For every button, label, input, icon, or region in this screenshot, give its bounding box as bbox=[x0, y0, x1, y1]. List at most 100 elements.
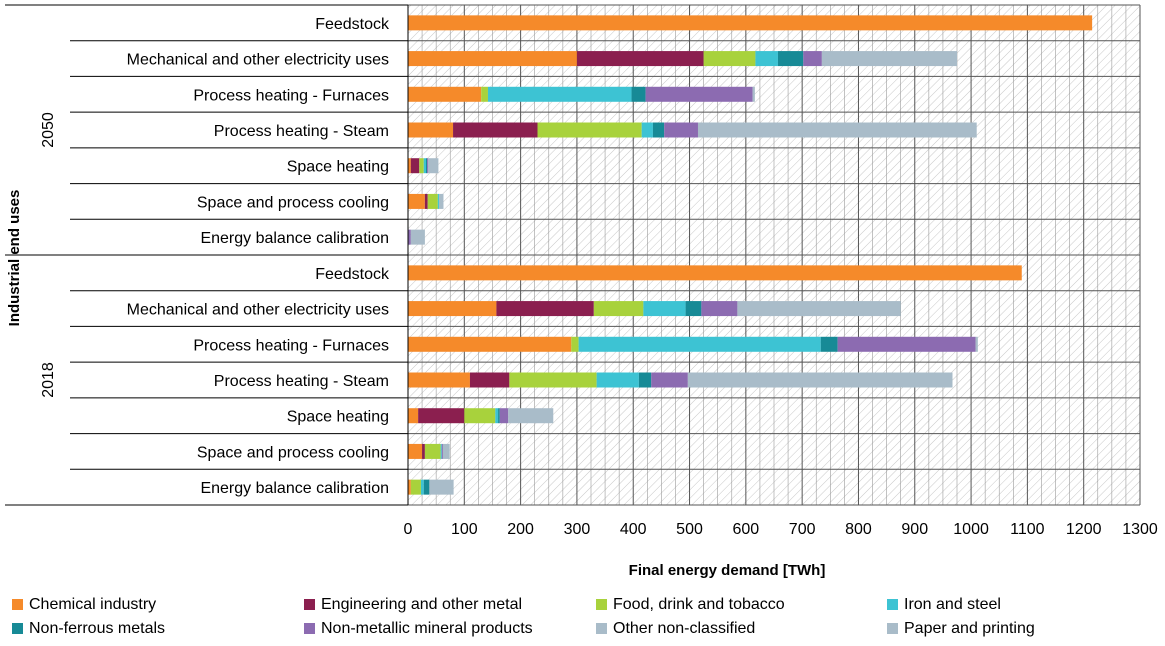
x-tick-label: 1200 bbox=[1066, 521, 1102, 538]
legend-label: Chemical industry bbox=[29, 596, 156, 613]
bar-segment bbox=[408, 408, 419, 424]
legend-swatch bbox=[12, 623, 23, 634]
bar-segment bbox=[701, 301, 738, 317]
category-label: Process heating - Steam bbox=[214, 123, 389, 140]
bar-segment bbox=[499, 408, 509, 424]
legend-label: Food, drink and tobacco bbox=[613, 596, 785, 613]
x-tick-label: 1000 bbox=[953, 521, 989, 538]
x-tick-label: 900 bbox=[901, 521, 928, 538]
category-label: Space and process cooling bbox=[197, 194, 389, 211]
bar-segment bbox=[755, 51, 778, 67]
category-label: Process heating - Steam bbox=[214, 373, 389, 390]
x-tick-label: 600 bbox=[732, 521, 759, 538]
bar-segment bbox=[419, 158, 424, 174]
bar-segment bbox=[752, 86, 755, 102]
bar-segment bbox=[498, 408, 500, 424]
bar-segment bbox=[437, 193, 439, 209]
bar-segment bbox=[537, 122, 642, 138]
bar-segment bbox=[687, 372, 953, 388]
bar-segment bbox=[664, 122, 698, 138]
bar-segment bbox=[408, 443, 423, 459]
bar-segment bbox=[487, 86, 632, 102]
legend: Chemical industry Engineering and other m… bbox=[12, 596, 1035, 637]
bar-segment bbox=[442, 443, 450, 459]
category-label: Mechanical and other electricity uses bbox=[127, 52, 389, 69]
bar-segment bbox=[645, 86, 753, 102]
bar-segment bbox=[596, 372, 639, 388]
bar-segment bbox=[418, 408, 465, 424]
bar-segment bbox=[593, 301, 644, 317]
bar-segment bbox=[651, 372, 688, 388]
category-table: Feedstock Mechanical and other electricit… bbox=[5, 4, 409, 506]
bar-segment bbox=[571, 336, 579, 352]
category-label: Process heating - Furnaces bbox=[193, 87, 389, 104]
bar-segment bbox=[509, 372, 597, 388]
legend-label: Non-ferrous metals bbox=[29, 620, 165, 637]
bar-segment bbox=[578, 336, 821, 352]
bar-segment bbox=[408, 301, 497, 317]
legend-swatch bbox=[887, 599, 898, 610]
category-label: Feedstock bbox=[315, 16, 390, 33]
bar-segment bbox=[410, 229, 425, 245]
legend-label: Paper and printing bbox=[904, 620, 1035, 637]
bar-segment bbox=[508, 408, 554, 424]
category-label: Space heating bbox=[287, 159, 389, 176]
x-tick-label: 200 bbox=[507, 521, 534, 538]
bar-segment bbox=[803, 51, 822, 67]
category-label: Mechanical and other electricity uses bbox=[127, 302, 389, 319]
bar-segment bbox=[631, 86, 646, 102]
bar-segment bbox=[576, 51, 704, 67]
bar-segment bbox=[469, 372, 510, 388]
bar-segment bbox=[427, 158, 429, 174]
category-label: Feedstock bbox=[315, 266, 390, 283]
x-tick-label: 400 bbox=[620, 521, 647, 538]
bar-segment bbox=[423, 479, 430, 495]
bar-segment bbox=[408, 86, 482, 102]
legend-swatch bbox=[596, 599, 607, 610]
bar-segment bbox=[837, 336, 976, 352]
legend-swatch bbox=[304, 623, 315, 634]
bar-segment bbox=[410, 158, 420, 174]
bar-segment bbox=[496, 301, 594, 317]
bar-segment bbox=[410, 479, 421, 495]
bar-segment bbox=[641, 122, 653, 138]
category-label: Space and process cooling bbox=[197, 444, 389, 461]
bar-segment bbox=[821, 51, 957, 67]
bar-segment bbox=[408, 265, 1022, 281]
x-tick-label: 300 bbox=[564, 521, 591, 538]
bar-segment bbox=[975, 336, 978, 352]
bar-segment bbox=[453, 122, 538, 138]
bar-segment bbox=[424, 193, 428, 209]
x-tick-label: 0 bbox=[404, 521, 413, 538]
category-label: Energy balance calibration bbox=[200, 230, 389, 247]
legend-label: Other non-classified bbox=[613, 620, 755, 637]
x-tick-label: 700 bbox=[789, 521, 816, 538]
bar-segment bbox=[481, 86, 488, 102]
bar-segment bbox=[408, 193, 425, 209]
bar-segment bbox=[427, 193, 438, 209]
legend-swatch bbox=[596, 623, 607, 634]
bar-segment bbox=[423, 158, 427, 174]
bar-segment bbox=[426, 158, 428, 174]
bar-segment bbox=[737, 301, 901, 317]
bar-segment bbox=[422, 443, 425, 459]
category-label: Process heating - Furnaces bbox=[193, 337, 389, 354]
bar-segment bbox=[643, 301, 686, 317]
bar-segment bbox=[408, 15, 1093, 31]
bar-segment bbox=[638, 372, 652, 388]
legend-swatch bbox=[887, 623, 898, 634]
bar-segment bbox=[428, 158, 439, 174]
bar-segment bbox=[408, 372, 470, 388]
x-axis-title: Final energy demand [TWh] bbox=[629, 562, 826, 579]
legend-label: Engineering and other metal bbox=[321, 596, 522, 613]
category-label: Energy balance calibration bbox=[200, 480, 389, 497]
bar-segment bbox=[408, 51, 577, 67]
x-tick-label: 500 bbox=[676, 521, 703, 538]
bar-segment bbox=[408, 479, 411, 495]
bar-segment bbox=[424, 443, 441, 459]
legend-swatch bbox=[12, 599, 23, 610]
bar-segment bbox=[820, 336, 838, 352]
legend-label: Iron and steel bbox=[904, 596, 1001, 613]
bar-segment bbox=[703, 51, 756, 67]
